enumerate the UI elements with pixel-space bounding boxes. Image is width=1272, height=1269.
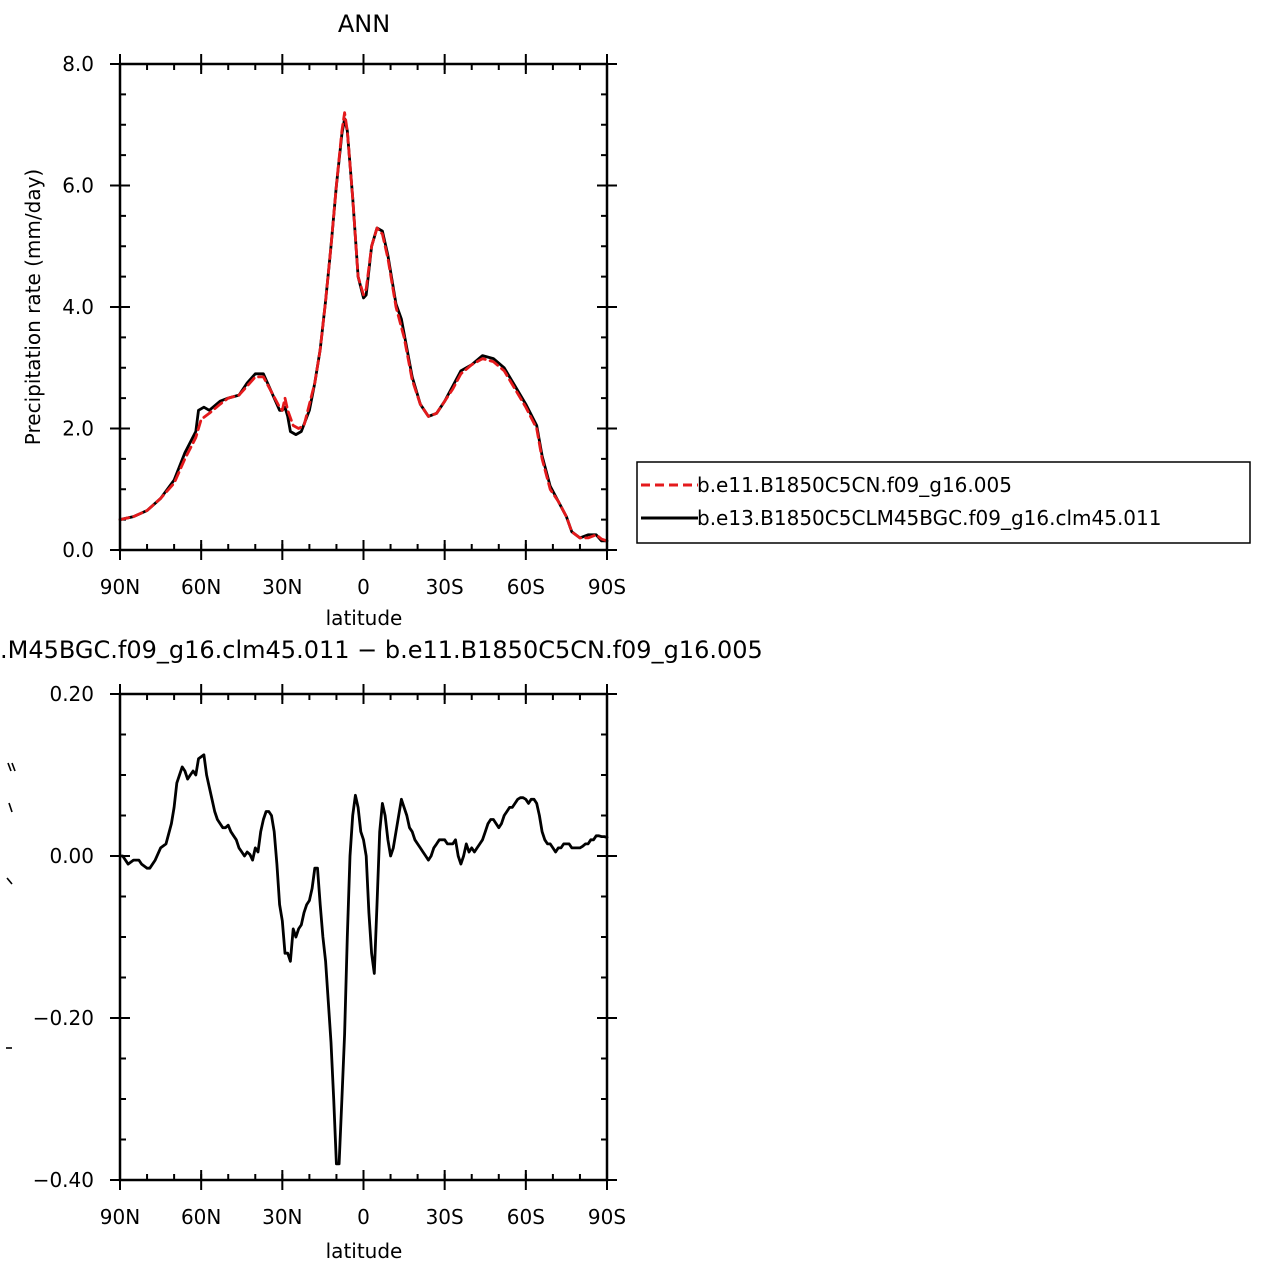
chart-title: ANN: [338, 10, 390, 38]
series-layer: [118, 111, 609, 543]
x-tick-label: 90N: [100, 1205, 140, 1229]
legend-label-series-2: b.e13.B1850C5CLM45BGC.f09_g16.clm45.011: [697, 506, 1161, 530]
y-tick-label: 6.0: [62, 174, 94, 198]
tick-layer: 90N 60N 30N 0 30S 60S 90S 0.0 2.0 4.0 6.0 8.0: [62, 52, 626, 599]
panel-precipitation: ANN Precipitation rate (mm/day) latitude…: [21, 10, 626, 630]
y-tick-label: 0.00: [49, 844, 94, 868]
x-axis-label: latitude: [326, 1239, 403, 1263]
tick-layer: 90N 60N 30N 0 30S 60S 90S 0.20 0.00 −0.20 −0.40: [33, 682, 626, 1229]
clipped-ylabel-fragments: [6, 762, 16, 1049]
y-tick-label: 0.0: [62, 538, 94, 562]
x-tick-label: 0: [357, 1205, 370, 1229]
x-tick-label: 90S: [588, 1205, 626, 1229]
x-tick-label: 30N: [262, 1205, 302, 1229]
x-tick-label: 90N: [100, 575, 140, 599]
legend: b.e11.B1850C5CN.f09_g16.005 b.e13.B1850C…: [636, 461, 1251, 544]
y-tick-label: 2.0: [62, 417, 94, 441]
x-tick-label: 30S: [426, 575, 464, 599]
plot-frame: [118, 62, 609, 552]
y-tick-label: 8.0: [62, 52, 94, 76]
x-tick-label: 30S: [426, 1205, 464, 1229]
y-tick-label: −0.20: [33, 1006, 94, 1030]
series-line-1: [118, 753, 609, 1166]
x-tick-label: 60N: [181, 1205, 221, 1229]
y-tick-label: 4.0: [62, 295, 94, 319]
x-tick-label: 60N: [181, 575, 221, 599]
x-tick-label: 0: [357, 575, 370, 599]
legend-label-series-1: b.e11.B1850C5CN.f09_g16.005: [697, 473, 1012, 497]
legend-box: [636, 461, 1251, 544]
x-tick-label: 60S: [507, 575, 545, 599]
plot-frame: [118, 692, 609, 1182]
y-axis-label: Precipitation rate (mm/day): [21, 169, 45, 445]
x-tick-label: 30N: [262, 575, 302, 599]
chart-title: .M45BGC.f09_g16.clm45.011 − b.e11.B1850C…: [0, 636, 763, 664]
y-tick-label: −0.40: [33, 1168, 94, 1192]
series-line-2: [118, 117, 609, 543]
panel-difference: .M45BGC.f09_g16.clm45.011 − b.e11.B1850C…: [0, 636, 763, 1263]
series-layer: [118, 753, 609, 1166]
series-line-1: [118, 111, 609, 543]
x-tick-label: 60S: [507, 1205, 545, 1229]
y-tick-label: 0.20: [49, 682, 94, 706]
x-axis-label: latitude: [326, 606, 403, 630]
x-tick-label: 90S: [588, 575, 626, 599]
